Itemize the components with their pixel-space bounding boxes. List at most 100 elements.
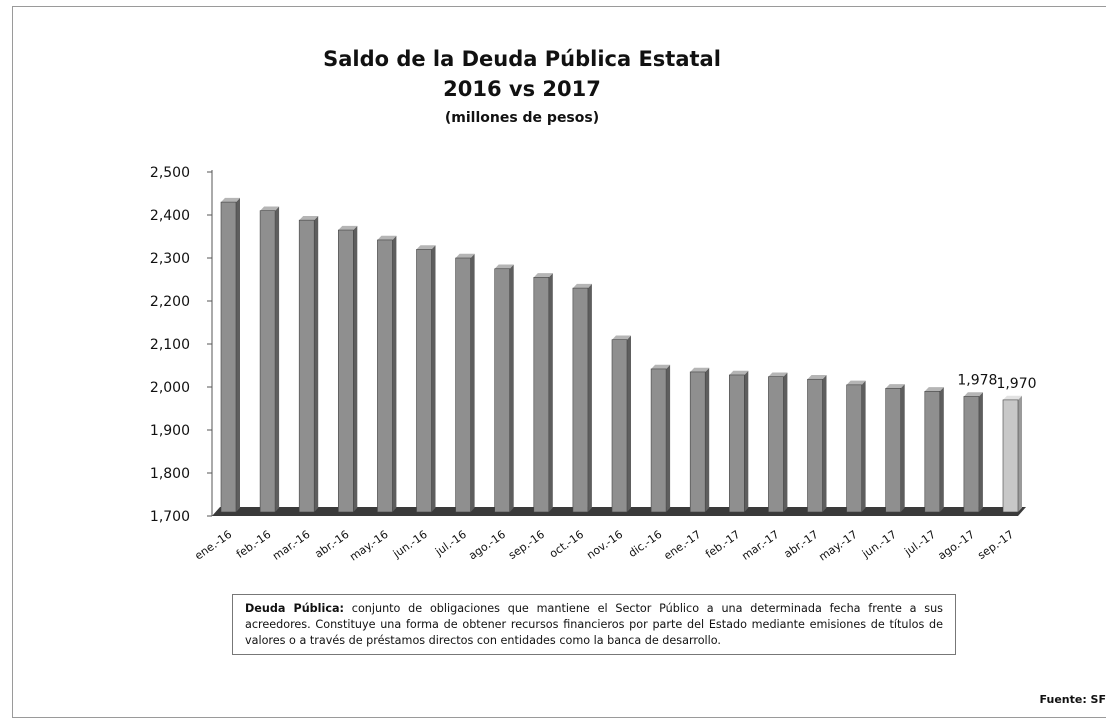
x-tick-label: dic.-16 [626,528,664,560]
bar [846,384,862,513]
bar [416,249,432,513]
definition-term: Deuda Pública: [245,602,345,615]
y-tick-label: 1,800 [150,466,190,482]
bar-top [260,206,280,211]
bar [650,368,667,513]
bar-top [963,392,983,397]
x-tick-label: jul.-17 [901,528,938,559]
x-tick-label: may.-17 [816,528,859,564]
bar [807,378,823,513]
bar-top [729,370,749,375]
bar [533,277,550,513]
source-label: Fuente: SF [1039,693,1106,706]
bar-top [455,253,475,258]
bar [337,229,354,513]
bar-top [651,364,671,369]
x-tick-label: abr.-17 [782,528,821,561]
x-tick-label: ene.-16 [192,528,234,563]
bar-side [1018,395,1022,512]
bar-side [744,370,749,512]
y-tick-label: 1,900 [150,423,190,439]
bar-top [885,384,905,389]
bar-side [353,225,358,512]
bar [1002,399,1019,513]
y-tick-label: 2,100 [150,337,190,353]
bar [728,374,745,513]
data-label: 1,978 [957,372,997,388]
bar-top [768,372,788,377]
definition-note: Deuda Pública: conjunto de obligaciones … [232,594,956,655]
x-tick-label: jun.-17 [859,528,899,561]
bar-top [221,197,240,203]
bar [924,390,941,513]
bar-side [236,197,240,512]
bar-top [494,264,514,269]
y-tick-label: 2,200 [150,294,190,310]
bar-side [822,375,827,512]
x-tick-label: ago.-17 [935,528,977,563]
bar-top [377,235,397,240]
bar [885,387,902,513]
x-tick-label: oct.-16 [547,528,586,561]
chart-subtitle: (millones de pesos) [444,110,600,126]
definition-text: conjunto de obligaciones que mantiene el… [245,602,943,647]
y-tick-label: 2,500 [150,165,190,181]
bar [298,219,315,513]
x-tick-label: nov.-16 [584,528,625,562]
bar [494,268,511,513]
bar-top [1003,395,1022,400]
x-tick-label: ene.-17 [662,528,704,563]
x-tick-label: feb.-16 [234,528,273,561]
bar [611,339,628,513]
bar-side [392,235,397,513]
bar [963,396,980,513]
bar-top [533,273,553,278]
bar-side [978,392,983,512]
bar-side [431,245,436,512]
bar-side [627,335,631,512]
bar-side [900,384,905,512]
bar-side [470,253,475,513]
bar-side [314,215,319,512]
chart-titles: Saldo de la Deuda Pública Estatal 2016 v… [0,44,1044,126]
bar-side [939,387,944,512]
bar [689,371,706,513]
x-tick-label: abr.-16 [312,528,351,561]
x-tick-label: sep.-16 [506,528,547,562]
y-tick-label: 2,300 [150,251,190,267]
bar [572,287,589,513]
bar-top [924,387,944,392]
chart-title-line2: 2016 vs 2017 [443,77,601,101]
bar [259,210,276,513]
bar-side [861,380,866,512]
data-label: 1,970 [996,376,1036,392]
x-tick-label: mar.-16 [270,528,312,563]
y-tick-label: 1,700 [150,509,190,525]
bar [220,201,237,513]
bar [768,376,784,513]
bar-top [338,225,358,231]
bar-top [299,215,319,221]
bar-top [612,335,631,340]
bar-side [783,372,788,512]
x-tick-label: feb.-17 [703,528,742,561]
x-tick-label: ago.-16 [466,528,508,563]
y-tick-label: 2,000 [150,380,190,396]
chart-frame [12,6,1106,718]
bar-top [807,375,827,380]
chart-title: Saldo de la Deuda Pública Estatal [323,47,721,71]
x-tick-label: jun.-16 [390,528,430,561]
bar-side [548,273,553,512]
bar [377,239,393,513]
bar [455,257,471,513]
bar-top [846,380,866,385]
y-tick-label: 2,400 [150,208,190,224]
bar-side [666,364,671,512]
bar-side [509,264,514,512]
bar-top [416,245,436,250]
bar-side [587,283,592,512]
bar-side [275,206,280,512]
x-tick-label: sep.-17 [975,528,1016,562]
bar-top [572,283,592,289]
